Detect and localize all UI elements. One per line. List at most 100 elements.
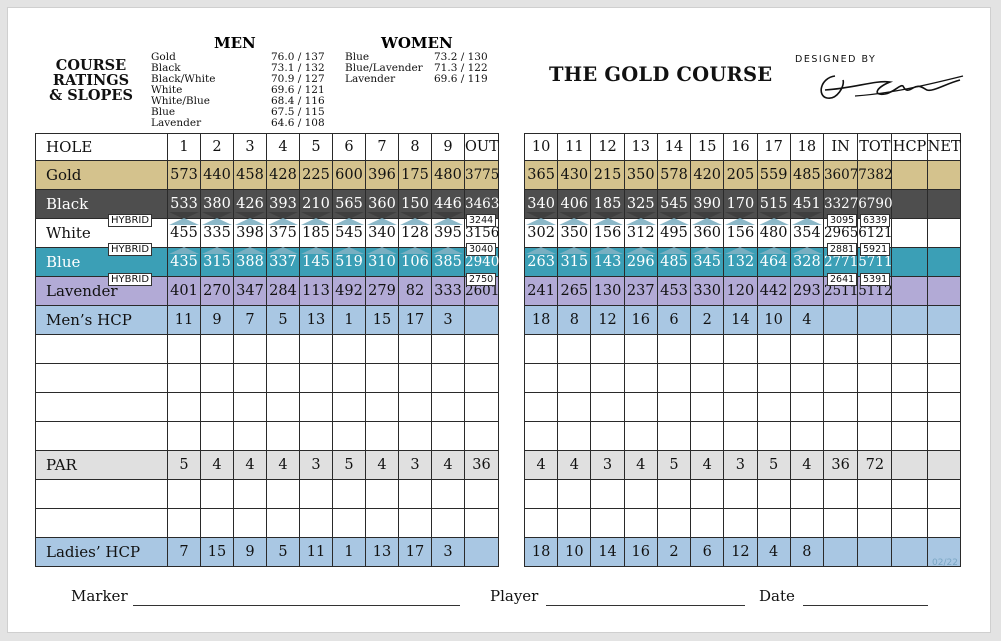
- hcp-cell[interactable]: [891, 537, 928, 567]
- score-cell[interactable]: [690, 392, 725, 422]
- score-cell[interactable]: [723, 479, 758, 509]
- score-cell[interactable]: [723, 421, 758, 451]
- score-cell[interactable]: [723, 334, 758, 364]
- score-cell[interactable]: [623, 334, 658, 364]
- score-cell[interactable]: [233, 421, 267, 451]
- score-cell[interactable]: [167, 363, 201, 393]
- score-cell[interactable]: [200, 421, 234, 451]
- net-cell[interactable]: [926, 247, 962, 277]
- score-cell[interactable]: [299, 508, 333, 538]
- score-cell[interactable]: [464, 508, 499, 538]
- score-cell[interactable]: [822, 392, 859, 422]
- score-cell[interactable]: [299, 363, 333, 393]
- hcp-cell[interactable]: [891, 450, 928, 480]
- score-cell[interactable]: [557, 421, 592, 451]
- score-cell[interactable]: [464, 479, 499, 509]
- score-cell[interactable]: [656, 508, 692, 538]
- score-cell[interactable]: [623, 392, 658, 422]
- score-cell[interactable]: [233, 363, 267, 393]
- score-cell[interactable]: [857, 421, 893, 451]
- hcp-cell[interactable]: [891, 189, 928, 219]
- score-cell[interactable]: [332, 479, 366, 509]
- net-cell[interactable]: [926, 160, 962, 190]
- score-cell[interactable]: [464, 334, 499, 364]
- score-cell[interactable]: [464, 363, 499, 393]
- score-cell[interactable]: [857, 508, 893, 538]
- score-cell[interactable]: [656, 479, 692, 509]
- score-cell[interactable]: [656, 421, 692, 451]
- score-cell[interactable]: [35, 363, 168, 393]
- score-cell[interactable]: [822, 421, 859, 451]
- score-cell[interactable]: [398, 479, 432, 509]
- score-cell[interactable]: [35, 479, 168, 509]
- score-cell[interactable]: [590, 363, 625, 393]
- score-cell[interactable]: [266, 392, 300, 422]
- score-cell[interactable]: [464, 392, 499, 422]
- score-cell[interactable]: [266, 508, 300, 538]
- score-cell[interactable]: [756, 421, 791, 451]
- score-cell[interactable]: [523, 421, 559, 451]
- score-cell[interactable]: [623, 421, 658, 451]
- player-line[interactable]: [546, 605, 745, 606]
- score-cell[interactable]: [926, 421, 962, 451]
- hcp-cell[interactable]: [891, 247, 928, 277]
- score-cell[interactable]: [891, 363, 928, 393]
- score-cell[interactable]: [167, 334, 201, 364]
- score-cell[interactable]: [723, 363, 758, 393]
- score-cell[interactable]: [523, 334, 559, 364]
- score-cell[interactable]: [523, 508, 559, 538]
- score-cell[interactable]: [431, 508, 465, 538]
- net-cell[interactable]: [926, 305, 962, 335]
- score-cell[interactable]: [266, 363, 300, 393]
- net-cell[interactable]: [926, 189, 962, 219]
- score-cell[interactable]: [789, 334, 824, 364]
- net-cell[interactable]: [926, 276, 962, 306]
- hcp-cell[interactable]: [891, 160, 928, 190]
- score-cell[interactable]: [590, 479, 625, 509]
- score-cell[interactable]: [332, 421, 366, 451]
- score-cell[interactable]: [789, 508, 824, 538]
- score-cell[interactable]: [690, 421, 725, 451]
- score-cell[interactable]: [266, 421, 300, 451]
- score-cell[interactable]: [167, 479, 201, 509]
- score-cell[interactable]: [756, 392, 791, 422]
- net-cell[interactable]: [926, 537, 962, 567]
- score-cell[interactable]: [891, 479, 928, 509]
- marker-line[interactable]: [133, 605, 460, 606]
- score-cell[interactable]: [464, 421, 499, 451]
- score-cell[interactable]: [756, 508, 791, 538]
- date-line[interactable]: [803, 605, 928, 606]
- score-cell[interactable]: [233, 479, 267, 509]
- score-cell[interactable]: [590, 508, 625, 538]
- score-cell[interactable]: [789, 421, 824, 451]
- score-cell[interactable]: [35, 508, 168, 538]
- score-cell[interactable]: [332, 363, 366, 393]
- score-cell[interactable]: [266, 334, 300, 364]
- score-cell[interactable]: [200, 479, 234, 509]
- score-cell[interactable]: [398, 334, 432, 364]
- score-cell[interactable]: [299, 334, 333, 364]
- score-cell[interactable]: [233, 508, 267, 538]
- score-cell[interactable]: [857, 334, 893, 364]
- score-cell[interactable]: [200, 363, 234, 393]
- score-cell[interactable]: [35, 392, 168, 422]
- score-cell[interactable]: [756, 334, 791, 364]
- score-cell[interactable]: [590, 334, 625, 364]
- score-cell[interactable]: [690, 508, 725, 538]
- score-cell[interactable]: [822, 334, 859, 364]
- score-cell[interactable]: [365, 334, 399, 364]
- score-cell[interactable]: [365, 392, 399, 422]
- score-cell[interactable]: [233, 334, 267, 364]
- score-cell[interactable]: [431, 392, 465, 422]
- score-cell[interactable]: [926, 334, 962, 364]
- score-cell[interactable]: [332, 334, 366, 364]
- score-cell[interactable]: [167, 508, 201, 538]
- score-cell[interactable]: [623, 508, 658, 538]
- score-cell[interactable]: [557, 508, 592, 538]
- score-cell[interactable]: [789, 363, 824, 393]
- score-cell[interactable]: [266, 479, 300, 509]
- score-cell[interactable]: [299, 421, 333, 451]
- score-cell[interactable]: [926, 392, 962, 422]
- net-cell[interactable]: [926, 218, 962, 248]
- score-cell[interactable]: [557, 479, 592, 509]
